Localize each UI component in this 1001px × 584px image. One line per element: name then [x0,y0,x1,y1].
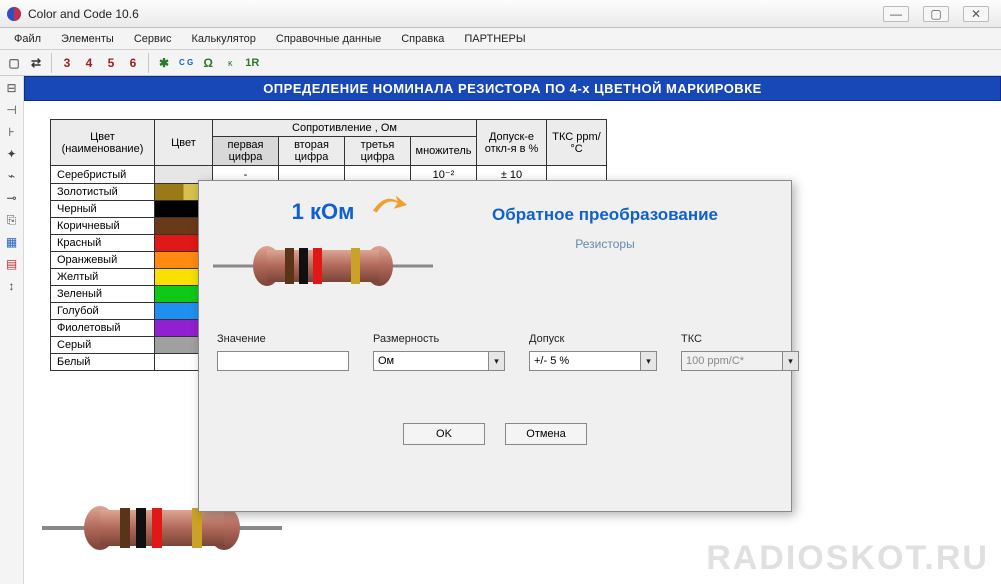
toolbar-swap-icon[interactable]: ⇄ [26,53,46,73]
left-icon-6[interactable]: ⎘ [4,212,20,228]
th-resist: Сопротивление , Ом [213,120,477,137]
th-d2: вторая цифра [279,137,345,166]
chevron-down-icon: ▾ [782,352,798,370]
app-icon [6,6,22,22]
menu-calculator[interactable]: Калькулятор [182,30,266,48]
value-label: Значение [217,333,349,345]
toolbar-ohm-icon[interactable]: Ω [198,53,218,73]
chevron-down-icon: ▾ [640,352,656,370]
tks-select: 100 ppm/C* ▾ [681,351,799,371]
toolbar-cg-icon[interactable]: C G [176,53,196,73]
left-icon-7[interactable]: ▦ [4,234,20,250]
titlebar: Color and Code 10.6 ― ▢ ✕ [0,0,1001,28]
dialog-form: Значение Размерность Ом ▾ Допуск +/- 5 %… [199,317,791,371]
dialog-resistor-preview [213,239,433,296]
arrow-icon [371,191,409,217]
left-icon-9[interactable]: ↕ [4,278,20,294]
left-icon-0[interactable]: ⊟ [4,80,20,96]
th-tks: ТКС ppm/°C [547,120,607,166]
toolbar-1r[interactable]: 1R [242,53,262,73]
left-icon-8[interactable]: ▤ [4,256,20,272]
tolerance-select[interactable]: +/- 5 % ▾ [529,351,657,371]
ok-button[interactable]: OK [403,423,485,445]
window-title: Color and Code 10.6 [28,7,139,21]
dimension-value: Ом [378,355,394,367]
tks-label: ТКС [681,333,799,345]
th-mult: множитель [411,137,477,166]
color-name: Желтый [51,269,155,286]
close-button[interactable]: ✕ [963,6,989,22]
maximize-button[interactable]: ▢ [923,6,949,22]
color-name: Голубой [51,303,155,320]
menu-reference[interactable]: Справочные данные [266,30,391,48]
menu-help[interactable]: Справка [391,30,454,48]
color-name: Серый [51,337,155,354]
toolbar-separator [148,53,149,73]
color-name: Черный [51,201,155,218]
color-name: Фиолетовый [51,320,155,337]
page-banner: ОПРЕДЕЛЕНИЕ НОМИНАЛА РЕЗИСТОРА ПО 4-х ЦВ… [24,76,1001,101]
tolerance-value: +/- 5 % [534,355,569,367]
cancel-button[interactable]: Отмена [505,423,587,445]
left-icon-3[interactable]: ✦ [4,146,20,162]
color-name: Белый [51,354,155,371]
color-name: Золотистый [51,184,155,201]
chevron-down-icon: ▾ [488,352,504,370]
left-icon-1[interactable]: ⊣ [4,102,20,118]
toolbar-k-icon[interactable]: ᴋ [220,53,240,73]
toolbar-3[interactable]: 3 [57,53,77,73]
th-color: Цвет [155,120,213,166]
dialog-value-display: 1 кОм [292,199,355,225]
color-name: Красный [51,235,155,252]
th-d1: первая цифра [213,137,279,166]
color-name: Оранжевый [51,252,155,269]
color-name: Коричневый [51,218,155,235]
toolbar-4[interactable]: 4 [79,53,99,73]
toolbar-new-icon[interactable]: ▢ [4,53,24,73]
left-icon-2[interactable]: ⊦ [4,124,20,140]
menu-elements[interactable]: Элементы [51,30,124,48]
tolerance-label: Допуск [529,333,657,345]
menu-file[interactable]: Файл [4,30,51,48]
toolbar-5[interactable]: 5 [101,53,121,73]
dialog-title: Обратное преобразование [433,205,777,225]
color-name: Зеленый [51,286,155,303]
th-name: Цвет (наименование) [51,120,155,166]
menu-partners[interactable]: ПАРТНЕРЫ [454,30,535,48]
th-d3: третья цифра [345,137,411,166]
toolbar: ▢ ⇄ 3 4 5 6 ✱ C G Ω ᴋ 1R [0,50,1001,76]
watermark: RADIOSKOT.RU [706,539,989,578]
window-controls: ― ▢ ✕ [883,6,995,22]
th-tol: Допуск-е откл-я в % [477,120,547,166]
menubar: Файл Элементы Сервис Калькулятор Справоч… [0,28,1001,50]
toolbar-star-icon[interactable]: ✱ [154,53,174,73]
left-toolbar: ⊟ ⊣ ⊦ ✦ ⌁ ⊸ ⎘ ▦ ▤ ↕ [0,76,24,584]
tks-value: 100 ppm/C* [686,355,744,367]
dimension-label: Размерность [373,333,505,345]
value-input[interactable] [217,351,349,371]
menu-service[interactable]: Сервис [124,30,182,48]
dimension-select[interactable]: Ом ▾ [373,351,505,371]
left-icon-4[interactable]: ⌁ [4,168,20,184]
color-name: Серебристый [51,166,155,184]
dialog-subtitle: Резисторы [433,237,777,251]
toolbar-separator [51,53,52,73]
toolbar-6[interactable]: 6 [123,53,143,73]
minimize-button[interactable]: ― [883,6,909,22]
left-icon-5[interactable]: ⊸ [4,190,20,206]
reverse-dialog: 1 кОм [198,180,792,512]
